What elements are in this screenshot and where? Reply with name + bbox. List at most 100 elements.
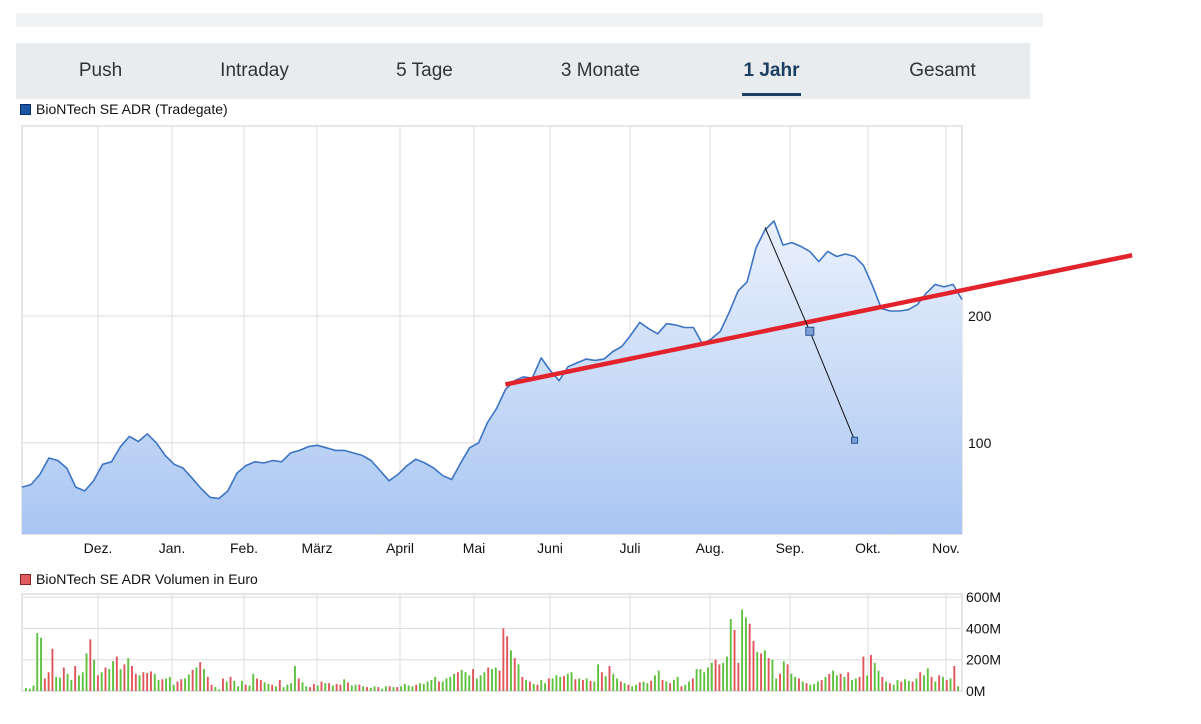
volume-bar xyxy=(494,667,497,691)
volume-bar xyxy=(161,679,164,691)
volume-bar xyxy=(866,675,869,691)
volume-bar xyxy=(930,676,933,691)
price-area xyxy=(22,221,962,534)
volume-bar xyxy=(453,673,456,691)
volume-bar xyxy=(347,682,349,691)
volume-bar xyxy=(726,656,728,691)
volume-bar xyxy=(525,680,528,691)
tab-1-jahr[interactable]: 1 Jahr xyxy=(741,60,802,96)
volume-bar xyxy=(290,683,293,691)
volume-bar xyxy=(506,636,509,691)
x-tick-label: Juli xyxy=(619,540,640,556)
volume-bar xyxy=(536,684,539,691)
volume-bar xyxy=(835,675,838,691)
tab-gesamt[interactable]: Gesamt xyxy=(909,60,976,81)
volume-bar xyxy=(555,675,558,691)
volume-bar xyxy=(275,686,277,691)
tab-5-tage[interactable]: 5 Tage xyxy=(396,60,453,81)
volume-bar xyxy=(699,669,702,691)
volume-bar xyxy=(47,672,50,691)
y-tick-label: 200 xyxy=(968,308,992,324)
volume-bar xyxy=(381,688,384,691)
volume-bar xyxy=(142,672,145,691)
volume-bar xyxy=(119,669,122,691)
volume-bar xyxy=(62,667,65,691)
volume-bar xyxy=(366,687,368,691)
volume-bar xyxy=(411,686,414,691)
volume-bar xyxy=(873,662,876,691)
volume-bar xyxy=(843,676,846,691)
volume-bar xyxy=(714,659,717,691)
volume-y-tick-label: 200M xyxy=(966,652,1001,668)
volume-bar xyxy=(297,678,300,691)
volume-bar xyxy=(707,667,709,691)
x-tick-label: Feb. xyxy=(230,540,258,556)
volume-bar xyxy=(294,665,296,691)
volume-bar xyxy=(491,669,493,691)
volume-bar xyxy=(392,687,395,691)
trendline[interactable] xyxy=(504,253,1133,387)
volume-bar xyxy=(771,659,774,691)
volume-y-tick-label: 0M xyxy=(966,683,985,699)
volume-bar xyxy=(373,686,376,691)
volume-bar xyxy=(123,664,126,691)
x-tick-label: Sep. xyxy=(776,540,805,556)
volume-bar xyxy=(468,675,471,691)
volume-bar xyxy=(240,680,243,691)
volume-bar xyxy=(513,658,516,691)
volume-bar xyxy=(403,683,406,691)
volume-bar xyxy=(475,678,478,691)
volume-legend-label: BioNTech SE ADR Volumen in Euro xyxy=(36,571,258,587)
x-tick-label: Nov. xyxy=(932,540,960,556)
annotation-handle-mid[interactable] xyxy=(805,326,815,336)
volume-bar xyxy=(816,681,819,691)
volume-bar xyxy=(343,679,346,691)
volume-bar xyxy=(237,686,240,691)
volume-bar xyxy=(888,683,891,691)
volume-bar xyxy=(521,676,524,691)
volume-bar xyxy=(623,683,626,691)
volume-bar xyxy=(934,681,937,691)
volume-bar xyxy=(244,684,247,691)
volume-bar xyxy=(449,676,452,691)
volume-bar xyxy=(51,648,54,691)
volume-bar xyxy=(271,684,274,691)
volume-bar xyxy=(661,680,664,691)
volume-bar xyxy=(324,683,327,691)
volume-bar xyxy=(953,665,956,691)
volume-bar xyxy=(900,681,903,691)
volume-bar xyxy=(78,675,80,691)
volume-bar xyxy=(616,678,618,691)
volume-bar xyxy=(885,681,888,691)
volume-bar xyxy=(854,678,857,691)
tab-intraday[interactable]: Intraday xyxy=(220,60,289,81)
volume-bar xyxy=(589,680,592,691)
volume-bar xyxy=(650,680,653,691)
x-tick-label: Dez. xyxy=(84,540,113,556)
volume-bar xyxy=(191,669,194,691)
x-tick-label: März xyxy=(301,540,332,556)
volume-bar xyxy=(763,650,766,691)
volume-bar xyxy=(510,650,512,691)
volume-bar xyxy=(150,671,152,691)
price-legend: BioNTech SE ADR (Tradegate) xyxy=(20,101,228,117)
volume-bar xyxy=(775,678,778,691)
volume-bar xyxy=(479,675,482,691)
volume-bar xyxy=(222,678,224,691)
volume-bar xyxy=(904,679,906,691)
volume-bar xyxy=(263,682,266,691)
volume-bar xyxy=(127,658,130,691)
volume-bar xyxy=(165,678,168,691)
volume-bar xyxy=(896,680,899,691)
volume-bar xyxy=(434,676,437,691)
tab-3-monate[interactable]: 3 Monate xyxy=(560,60,641,81)
volume-bar xyxy=(737,662,740,691)
volume-bar xyxy=(256,678,258,691)
volume-bar xyxy=(767,658,770,691)
volume-bar xyxy=(396,687,399,691)
volume-bar xyxy=(441,681,444,691)
volume-bar xyxy=(695,669,698,691)
annotation-handle-end[interactable] xyxy=(851,436,859,444)
volume-bar xyxy=(824,676,827,691)
tab-push[interactable]: Push xyxy=(78,60,123,81)
